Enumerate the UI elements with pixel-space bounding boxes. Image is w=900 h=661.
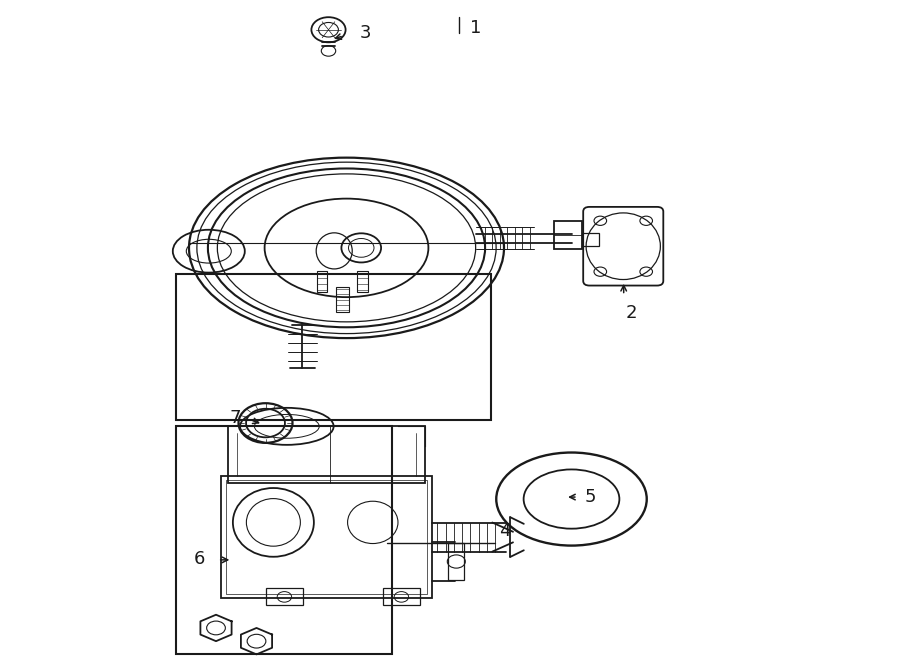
Bar [582,233,599,246]
Text: 5: 5 [585,488,597,506]
Bar [176,426,392,654]
Bar [220,476,432,598]
Bar [382,588,420,605]
Text: 4: 4 [500,522,511,540]
Text: 7: 7 [230,408,241,427]
Bar [448,543,464,580]
Bar [554,221,582,249]
Bar [357,271,368,292]
Text: 2: 2 [626,304,637,322]
Bar [226,480,427,594]
Bar [228,426,425,483]
Bar [176,274,491,420]
Text: 1: 1 [470,19,482,36]
Text: 6: 6 [194,549,205,568]
Text: 3: 3 [360,24,372,42]
Bar [336,287,348,312]
Bar [317,271,328,292]
Bar [266,588,303,605]
